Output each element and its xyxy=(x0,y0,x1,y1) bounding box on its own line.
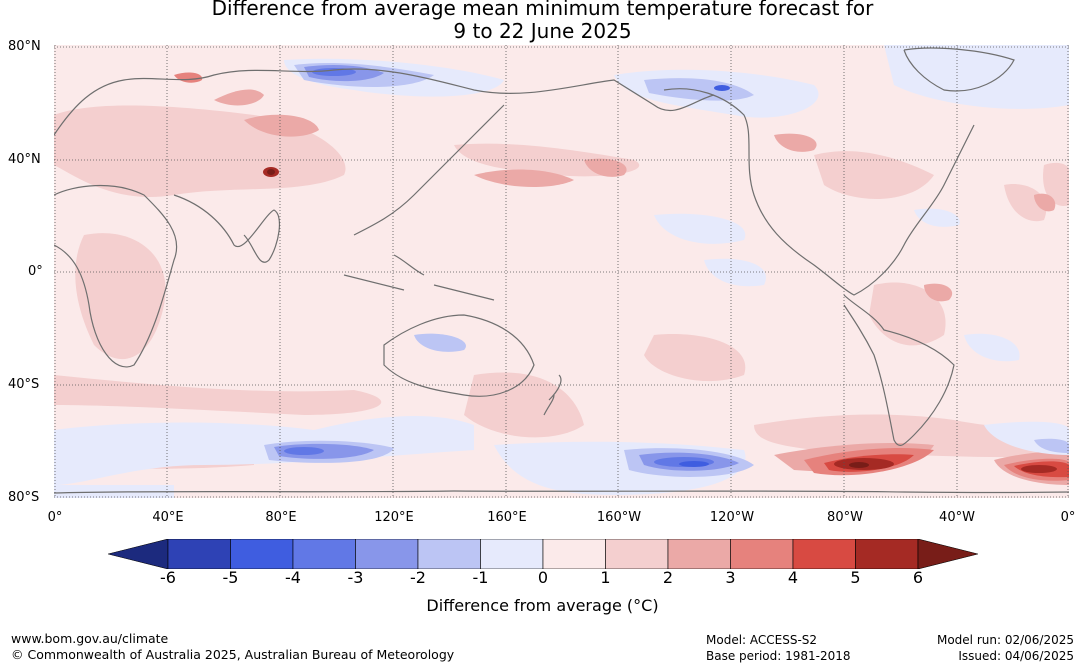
colorbar-tick-label: 0 xyxy=(537,568,549,587)
chart-title: Difference from average mean minimum tem… xyxy=(0,0,1085,43)
lat-label-40n: 40°N xyxy=(8,152,41,167)
lat-label-40s: 40°S xyxy=(8,377,40,392)
colorbar-cell xyxy=(792,539,856,569)
footer-issued: Issued: 04/06/2025 xyxy=(958,649,1074,663)
colorbar-label: Difference from average (°C) xyxy=(426,596,659,615)
colorbar-cell xyxy=(605,539,669,569)
anomaly-above-6 xyxy=(267,169,869,468)
colorbar-cell xyxy=(480,539,544,569)
graticule xyxy=(54,45,1069,498)
colorbar-tick-label: -4 xyxy=(285,568,301,587)
colorbar-tick-label: -6 xyxy=(160,568,176,587)
lon-label-160e: 160°E xyxy=(487,510,527,525)
colorbar-tick-label: -3 xyxy=(347,568,364,587)
lon-label-80e: 80°E xyxy=(265,510,297,525)
colorbar-cells xyxy=(167,539,919,569)
colorbar-tick-label: -1 xyxy=(472,568,489,587)
lon-label-0-east: 0° xyxy=(1060,510,1076,525)
colorbar-tick-label: -5 xyxy=(222,568,239,587)
lat-label-80n: 80°N xyxy=(8,39,41,54)
colorbar-arrow-right xyxy=(917,539,978,569)
lat-label-0: 0° xyxy=(28,264,43,279)
colorbar-tick-label: 5 xyxy=(850,568,861,587)
footer-copyright: © Commonwealth of Australia 2025, Austra… xyxy=(11,647,455,662)
colorbar-cell xyxy=(167,539,231,569)
footer-model-info: Model: ACCESS-S2 Base period: 1981-2018 xyxy=(706,632,851,664)
footer-website: www.bom.gov.au/climate xyxy=(11,631,169,646)
footer-model-run: Model run: 02/06/2025 xyxy=(936,633,1074,647)
lon-label-40e: 40°E xyxy=(152,510,184,525)
lon-label-160w: 160°W xyxy=(596,510,642,525)
colorbar-cell xyxy=(292,539,356,569)
colorbar-cell xyxy=(230,539,294,569)
lon-label-0: 0° xyxy=(47,510,63,525)
colorbar-cell xyxy=(730,539,794,569)
colorbar-tick-label: -2 xyxy=(410,568,426,587)
colorbar-cell xyxy=(417,539,481,569)
footer-left: www.bom.gov.au/climate © Commonwealth of… xyxy=(11,631,454,663)
title-line-1: Difference from average mean minimum tem… xyxy=(211,0,874,20)
footer-base-period: Base period: 1981-2018 xyxy=(706,649,851,663)
title-line-2: 9 to 22 June 2025 xyxy=(453,19,632,43)
anomaly-minus-4-to-minus-3 xyxy=(284,68,714,467)
colorbar-tick-label: 4 xyxy=(787,568,799,587)
colorbar-cell xyxy=(855,539,919,569)
colorbar-tick-label: 1 xyxy=(600,568,611,587)
footer-model: Model: ACCESS-S2 xyxy=(706,633,818,647)
lat-label-80s: 80°S xyxy=(8,490,40,505)
colorbar-cell xyxy=(355,539,419,569)
anomaly-minus-5-to-minus-4 xyxy=(679,85,730,467)
colorbar-cell xyxy=(542,539,606,569)
colorbar-tick-label: 6 xyxy=(912,568,924,587)
temperature-anomaly-map xyxy=(54,45,1069,498)
lon-label-40w: 40°W xyxy=(939,510,975,525)
coastlines xyxy=(54,47,1069,494)
colorbar-tick-label: 2 xyxy=(662,568,674,587)
colorbar xyxy=(108,539,978,569)
colorbar-arrow-left xyxy=(108,539,169,569)
lon-label-120w: 120°W xyxy=(709,510,755,525)
colorbar-cell xyxy=(667,539,731,569)
footer-dates: Model run: 02/06/2025 Issued: 04/06/2025 xyxy=(937,632,1074,664)
lon-label-80w: 80°W xyxy=(827,510,863,525)
colorbar-tick-label: 3 xyxy=(725,568,736,587)
lon-label-120e: 120°E xyxy=(374,510,414,525)
